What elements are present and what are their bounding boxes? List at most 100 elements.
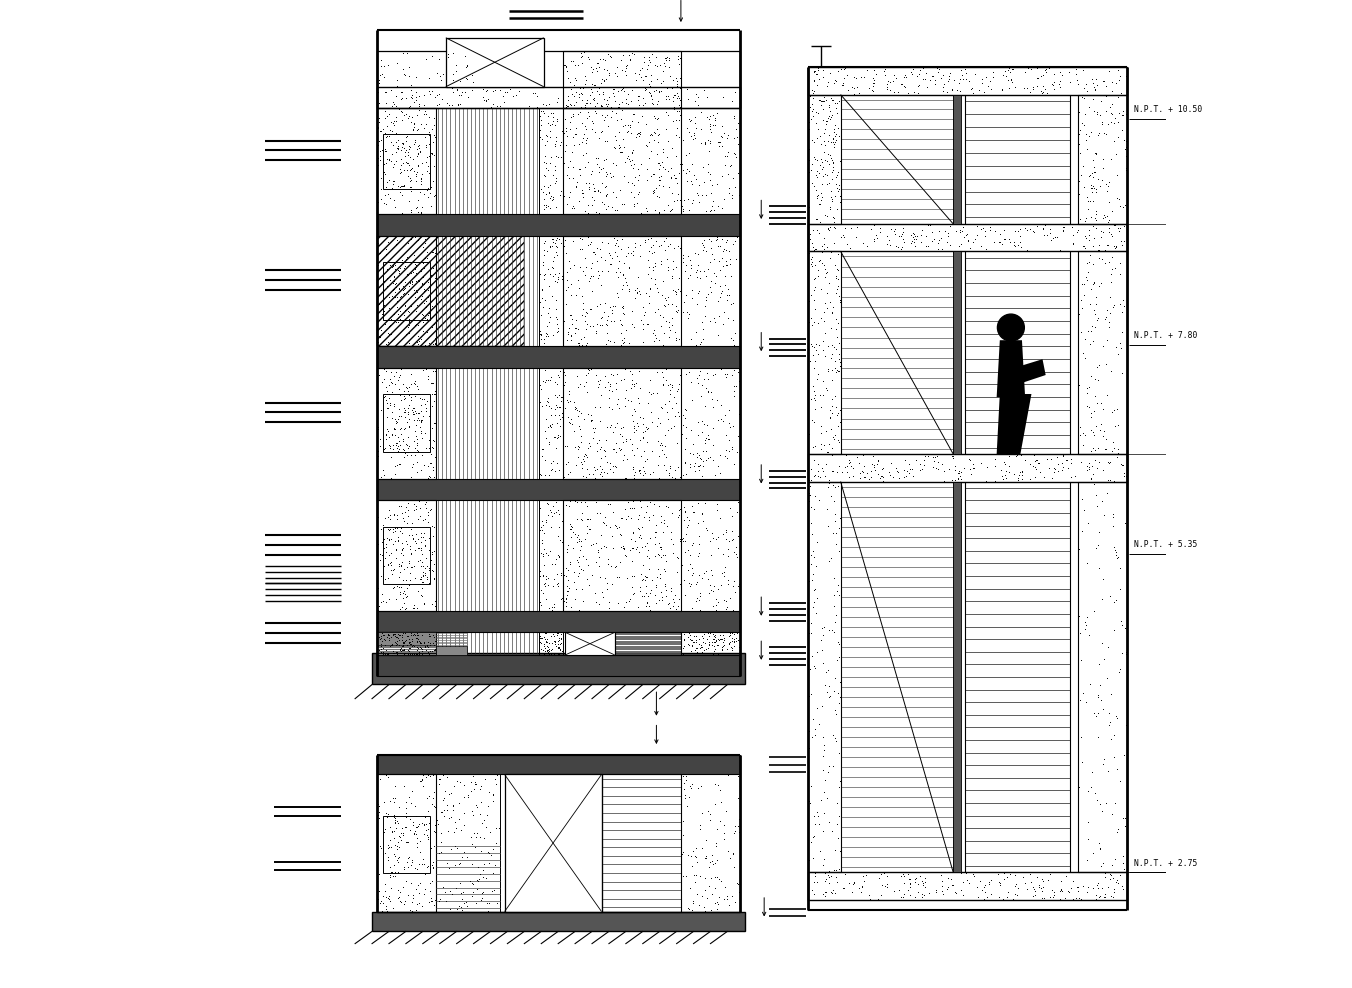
Point: [545, 374, 566, 390]
Point: [622, 142, 644, 158]
Point: [639, 127, 661, 143]
Point: [573, 449, 595, 464]
Point: [552, 534, 573, 549]
Point: [549, 418, 571, 434]
Point: [1049, 891, 1071, 907]
Point: [822, 92, 844, 108]
Point: [699, 134, 721, 150]
Point: [656, 603, 677, 618]
Point: [566, 449, 588, 464]
Point: [403, 163, 425, 179]
Point: [648, 205, 669, 220]
Point: [975, 877, 996, 893]
Point: [395, 318, 416, 334]
Point: [533, 518, 554, 534]
Point: [569, 375, 591, 391]
Point: [391, 600, 412, 616]
Point: [569, 193, 591, 208]
Point: [673, 513, 695, 529]
Point: [591, 97, 612, 113]
Point: [623, 177, 645, 193]
Point: [404, 417, 426, 433]
Point: [661, 80, 683, 96]
Point: [804, 581, 826, 597]
Point: [377, 806, 399, 822]
Point: [388, 637, 410, 653]
Point: [537, 643, 558, 659]
Point: [948, 463, 969, 479]
Point: [618, 151, 639, 167]
Point: [979, 219, 1000, 235]
Point: [462, 876, 484, 892]
Point: [396, 252, 418, 268]
Point: [577, 49, 599, 65]
Point: [600, 169, 622, 185]
Point: [545, 158, 566, 174]
Point: [544, 627, 565, 643]
Point: [823, 339, 845, 355]
Point: [415, 769, 437, 784]
Point: [648, 448, 669, 463]
Point: [546, 455, 568, 471]
Point: [549, 137, 571, 153]
Point: [629, 126, 650, 142]
Point: [387, 314, 408, 330]
Point: [918, 885, 940, 901]
Point: [544, 249, 565, 265]
Point: [627, 269, 649, 285]
Point: [1084, 319, 1106, 335]
Point: [695, 379, 717, 395]
Point: [442, 84, 464, 100]
Point: [575, 72, 596, 88]
Point: [381, 636, 403, 652]
Point: [814, 295, 836, 311]
Point: [562, 171, 584, 187]
Point: [1090, 677, 1111, 693]
Point: [404, 881, 426, 897]
Point: [388, 498, 410, 514]
Point: [533, 271, 554, 287]
Point: [690, 263, 711, 279]
Point: [654, 499, 676, 515]
Point: [381, 864, 403, 880]
Point: [807, 188, 829, 204]
Point: [953, 219, 975, 235]
Point: [1069, 427, 1091, 443]
Point: [411, 279, 433, 294]
Point: [572, 241, 594, 257]
Point: [869, 470, 891, 486]
Point: [645, 272, 667, 288]
Point: [541, 555, 562, 571]
Point: [1109, 199, 1130, 214]
Point: [612, 46, 634, 62]
Point: [891, 77, 913, 93]
Point: [679, 555, 700, 571]
Point: [366, 444, 388, 459]
Point: [592, 61, 614, 77]
Point: [804, 241, 826, 257]
Point: [1084, 81, 1106, 97]
Point: [572, 263, 594, 279]
Point: [953, 459, 975, 475]
Point: [844, 69, 865, 85]
Bar: [377, 632, 435, 645]
Point: [681, 537, 703, 553]
Point: [594, 110, 615, 125]
Point: [876, 228, 898, 244]
Point: [410, 773, 431, 788]
Point: [370, 58, 392, 74]
Point: [1079, 459, 1101, 475]
Point: [806, 535, 827, 550]
Point: [584, 184, 606, 200]
Point: [602, 184, 623, 200]
Point: [581, 84, 603, 100]
Point: [638, 383, 660, 399]
Point: [704, 275, 726, 290]
Point: [827, 543, 849, 559]
Point: [668, 129, 690, 145]
Point: [418, 335, 439, 351]
Point: [657, 411, 679, 427]
Point: [819, 219, 841, 235]
Point: [575, 132, 596, 148]
Point: [564, 258, 585, 274]
